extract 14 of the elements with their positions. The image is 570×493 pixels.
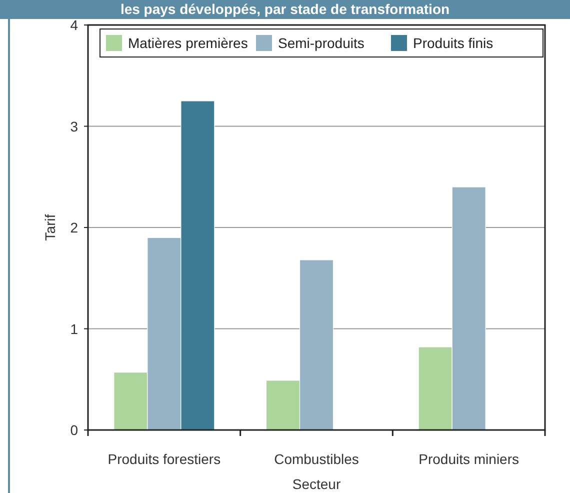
y-axis-title: Tarif <box>42 214 58 241</box>
y-tick-label: 0 <box>70 422 78 438</box>
chart-title: les pays développés, par stade de transformation <box>120 1 450 17</box>
y-tick-label: 4 <box>70 17 78 33</box>
legend-label: Produits finis <box>413 35 494 51</box>
y-tick-label: 2 <box>70 220 78 236</box>
x-axis-title: Secteur <box>292 476 341 492</box>
y-tick-label: 3 <box>70 118 78 134</box>
x-tick-label: Combustibles <box>274 451 359 467</box>
x-tick-label: Produits forestiers <box>108 451 221 467</box>
legend-label: Semi-produits <box>278 35 364 51</box>
x-tick-label: Produits miniers <box>418 451 520 467</box>
legend-label: Matières premières <box>128 35 248 51</box>
y-tick-label: 1 <box>70 320 78 337</box>
